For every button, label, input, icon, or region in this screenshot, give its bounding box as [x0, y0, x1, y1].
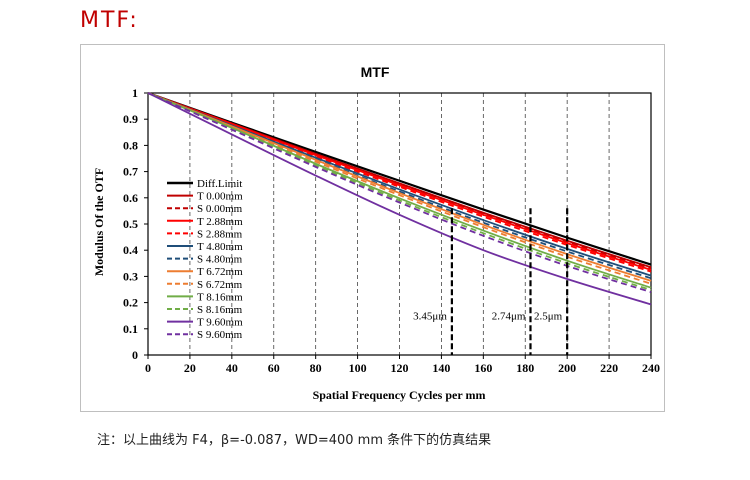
annotation-label: 2.5μm — [534, 311, 563, 323]
x-tick-label: 200 — [558, 361, 576, 375]
y-tick-label: 0.5 — [123, 217, 138, 231]
annotation-label: 3.45μm — [413, 311, 447, 323]
x-tick-label: 40 — [226, 361, 238, 375]
x-tick-label: 180 — [516, 361, 534, 375]
y-tick-label: 0.9 — [123, 112, 138, 126]
legend-entry: S 2.88mm — [197, 228, 243, 240]
mtf-chart: MTF Modulus Of the OTF Spatial Frequency… — [80, 44, 665, 412]
legend-entry: T 8.16mm — [197, 291, 243, 303]
y-tick-label: 1 — [132, 86, 138, 100]
legend-entry: S 9.60mm — [197, 329, 243, 341]
legend-entry: T 4.80mm — [197, 241, 243, 253]
x-tick-label: 240 — [642, 361, 660, 375]
annotation-label: 2.74μm — [492, 311, 526, 323]
x-tick-label: 160 — [474, 361, 492, 375]
y-tick-label: 0.1 — [123, 322, 138, 336]
legend-entry: S 6.72mm — [197, 279, 243, 291]
x-tick-label: 220 — [600, 361, 618, 375]
legend-entry: S 4.80mm — [197, 254, 243, 266]
y-tick-label: 0.4 — [123, 243, 138, 257]
plot-area: 0 20 40 60 80 100 120 140 160 180 200 220 240 0 0.1 0.2… — [123, 86, 660, 375]
mtf-chart-svg: MTF Modulus Of the OTF Spatial Frequency… — [92, 64, 660, 402]
legend-entry: Diff.Limit — [197, 178, 242, 190]
legend-entry: T 9.60mm — [197, 317, 243, 329]
legend-entry: T 6.72mm — [197, 266, 243, 278]
x-tick-label: 20 — [184, 361, 196, 375]
x-tick-label: 0 — [145, 361, 151, 375]
page-heading: MTF: — [80, 8, 139, 33]
legend-entry: S 8.16mm — [197, 304, 243, 316]
y-tick-label: 0 — [132, 348, 138, 362]
x-tick-label: 60 — [268, 361, 280, 375]
x-axis-label: Spatial Frequency Cycles per mm — [313, 388, 486, 402]
y-axis-label: Modulus Of the OTF — [92, 168, 106, 276]
x-tick-label: 140 — [432, 361, 450, 375]
series-line — [147, 92, 652, 271]
legend-entry: T 2.88mm — [197, 216, 243, 228]
y-tick-label: 0.6 — [123, 191, 138, 205]
y-tick-label: 0.2 — [123, 296, 138, 310]
y-tick-label: 0.8 — [123, 138, 138, 152]
footnote: 注：以上曲线为 F4，β=-0.087，WD=400 mm 条件下的仿真结果 — [97, 433, 492, 448]
x-tick-label: 100 — [349, 361, 367, 375]
chart-title: MTF — [361, 64, 390, 80]
series-line — [147, 92, 652, 270]
x-tick-label: 80 — [310, 361, 322, 375]
legend-entry: S 0.00mm — [197, 203, 243, 215]
x-tick-label: 120 — [391, 361, 409, 375]
y-tick-label: 0.7 — [123, 165, 138, 179]
y-tick-label: 0.3 — [123, 269, 138, 283]
series-line — [147, 92, 652, 306]
legend-entry: T 0.00mm — [197, 191, 243, 203]
